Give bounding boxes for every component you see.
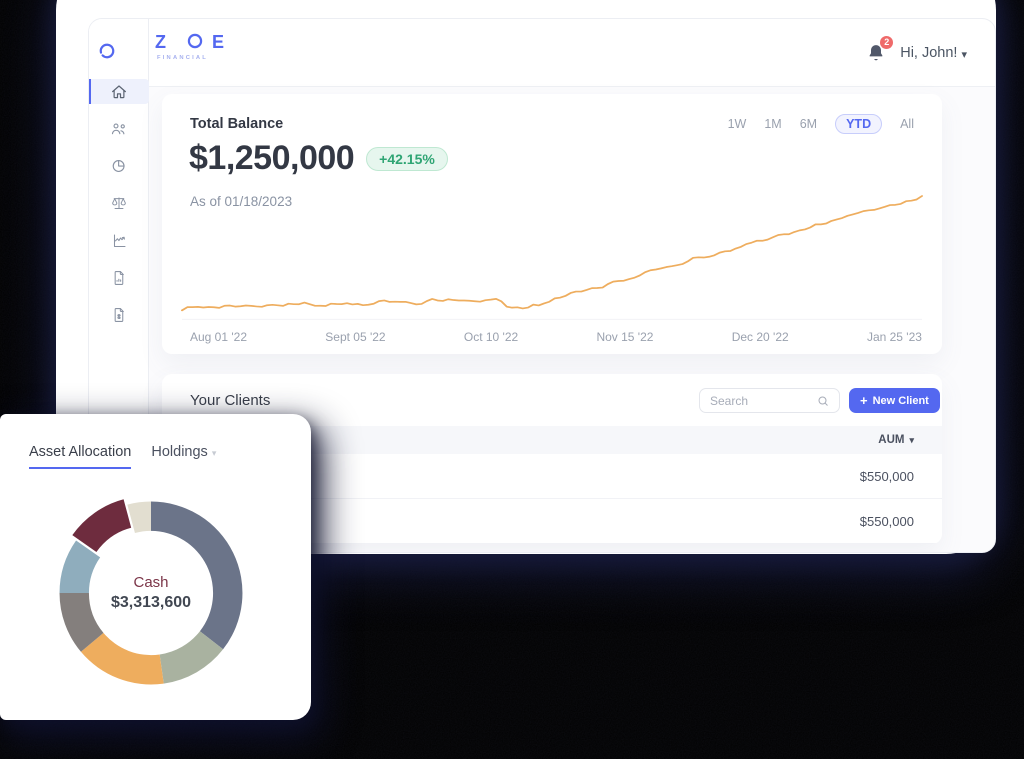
svg-text:E: E <box>212 32 228 52</box>
svg-text:Z: Z <box>155 32 170 52</box>
svg-text:FINANCIAL: FINANCIAL <box>157 55 208 61</box>
